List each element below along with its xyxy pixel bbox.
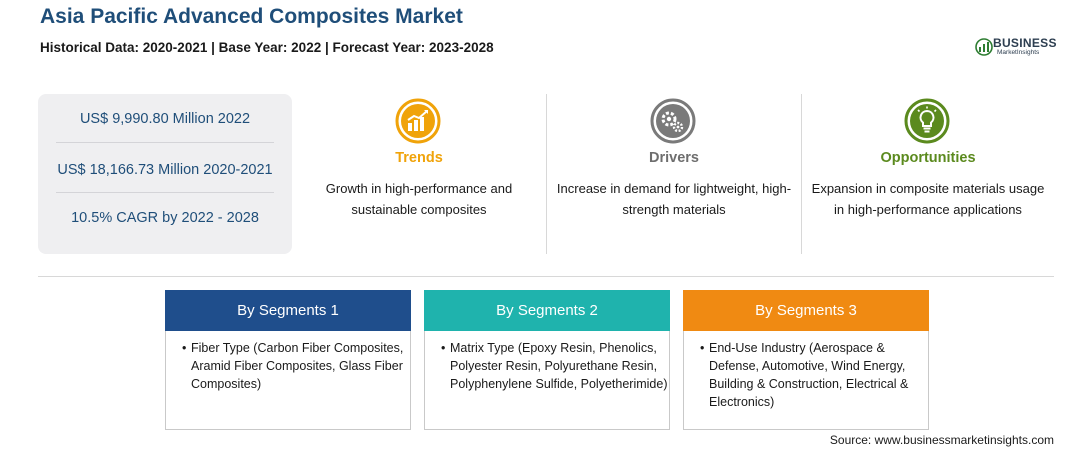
page-subtitle: Historical Data: 2020-2021 | Base Year: … xyxy=(40,40,494,55)
drivers-heading: Drivers xyxy=(649,150,699,166)
segment-3-text: End-Use Industry (Aerospace & Defense, A… xyxy=(709,341,909,409)
segment-card-2: By Segments 2 • Matrix Type (Epoxy Resin… xyxy=(424,290,670,430)
gears-icon xyxy=(650,98,696,144)
stat-cagr: 10.5% CAGR by 2022 - 2028 xyxy=(71,210,259,226)
stat-market-size-historic: US$ 18,166.73 Million 2020-2021 xyxy=(57,162,273,178)
logo-name: BUSINESS xyxy=(993,36,1057,50)
trends-text: Growth in high-performance and sustainab… xyxy=(325,181,513,217)
bullet-icon: • xyxy=(700,341,705,355)
segment-1-text: Fiber Type (Carbon Fiber Composites, Ara… xyxy=(191,341,404,391)
bmi-logo-icon xyxy=(975,38,993,56)
bullet-icon: • xyxy=(182,341,187,355)
stat-divider xyxy=(56,142,274,143)
segment-3-body: • End-Use Industry (Aerospace & Defense,… xyxy=(700,339,928,411)
segment-3-heading: By Segments 3 xyxy=(683,290,929,331)
segment-2-text: Matrix Type (Epoxy Resin, Phenolics, Pol… xyxy=(450,341,668,391)
logo-tagline: MarketInsights xyxy=(997,49,1040,56)
segment-2-heading: By Segments 2 xyxy=(424,290,670,331)
column-divider xyxy=(546,94,547,254)
segment-card-1: By Segments 1 • Fiber Type (Carbon Fiber… xyxy=(165,290,411,430)
chart-growth-icon xyxy=(395,98,441,144)
segment-1-body: • Fiber Type (Carbon Fiber Composites, A… xyxy=(182,339,410,393)
opportunities-heading: Opportunities xyxy=(880,150,976,166)
stat-market-size-2022: US$ 9,990.80 Million 2022 xyxy=(79,111,251,127)
lightbulb-icon xyxy=(904,98,950,144)
drivers-text: Increase in demand for lightweight, high… xyxy=(556,181,792,217)
stat-divider xyxy=(56,192,274,193)
bullet-icon: • xyxy=(441,341,446,355)
page-title: Asia Pacific Advanced Composites Market xyxy=(40,5,463,28)
segment-card-3: By Segments 3 • End-Use Industry (Aerosp… xyxy=(683,290,929,430)
trends-heading: Trends xyxy=(395,150,443,166)
source-note: Source: www.businessmarketinsights.com xyxy=(829,433,1054,447)
opportunities-text: Expansion in composite materials usage i… xyxy=(811,181,1045,217)
brand-logo: BUSINESS MarketInsights xyxy=(975,36,1065,60)
column-divider xyxy=(801,94,802,254)
section-divider xyxy=(38,276,1054,277)
segment-1-heading: By Segments 1 xyxy=(165,290,411,331)
market-stats-box: US$ 9,990.80 Million 2022 US$ 18,166.73 … xyxy=(38,94,292,254)
segment-2-body: • Matrix Type (Epoxy Resin, Phenolics, P… xyxy=(441,339,669,393)
